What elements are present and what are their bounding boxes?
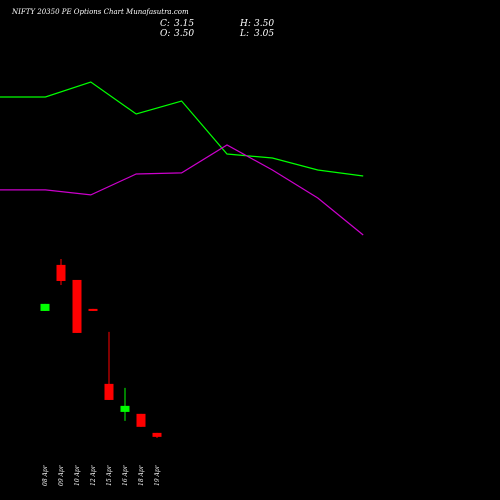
readout-label: L: bbox=[239, 29, 249, 39]
x-tick-label: 15 Apr bbox=[106, 464, 113, 486]
readout-label: O: bbox=[160, 29, 170, 39]
readout-value: 3.50 bbox=[254, 19, 274, 29]
candle-body bbox=[120, 405, 130, 412]
readout-label: H: bbox=[239, 19, 251, 29]
readout-value: 3.50 bbox=[174, 29, 194, 39]
x-tick-label: 08 Apr bbox=[42, 464, 49, 486]
chart-title: NIFTY 20350 PE Options Chart Munafasutra… bbox=[11, 8, 189, 16]
candle-body bbox=[136, 413, 146, 427]
candle-body bbox=[72, 279, 82, 333]
candle-body bbox=[152, 432, 162, 437]
candle-body bbox=[40, 303, 50, 311]
x-tick-label: 10 Apr bbox=[74, 464, 81, 486]
candle-body bbox=[104, 383, 114, 400]
x-tick-label: 09 Apr bbox=[58, 464, 65, 486]
x-tick-label: 12 Apr bbox=[90, 464, 97, 486]
readout-label: C: bbox=[160, 19, 170, 29]
candle-body bbox=[56, 264, 66, 281]
readout-value: 3.05 bbox=[254, 29, 274, 39]
readout-value: 3.15 bbox=[174, 19, 194, 29]
x-tick-label: 18 Apr bbox=[138, 464, 145, 486]
x-tick-label: 19 Apr bbox=[154, 464, 161, 486]
candle-body bbox=[88, 308, 98, 311]
indicator-line bbox=[0, 144, 364, 236]
indicator-line bbox=[0, 81, 364, 177]
x-tick-label: 16 Apr bbox=[122, 464, 129, 486]
